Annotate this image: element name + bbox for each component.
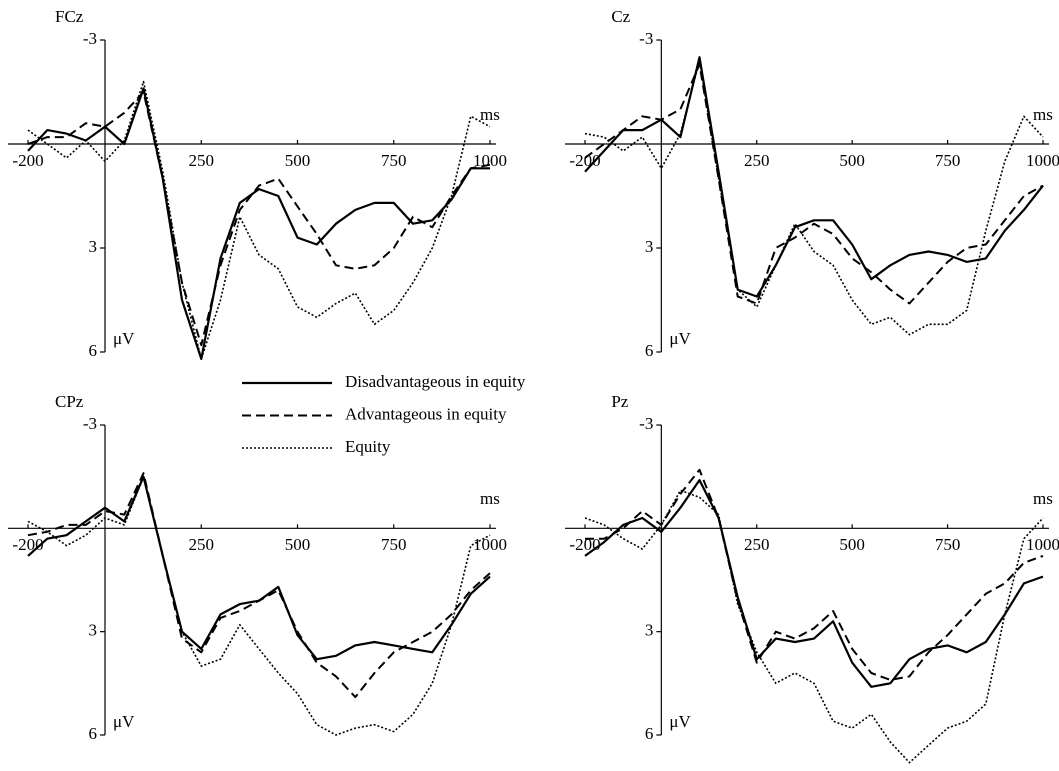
x-tick-label: 500	[839, 535, 865, 554]
x-tick-label: 250	[744, 535, 770, 554]
x-axis-label: ms	[1033, 105, 1053, 124]
y-tick-label: 6	[89, 724, 98, 743]
y-tick-label: -3	[83, 414, 97, 433]
x-tick-label: 500	[285, 535, 311, 554]
erp-line	[27, 80, 491, 360]
erp-line	[584, 60, 1044, 336]
x-axis-label: ms	[480, 489, 500, 508]
y-axis-label: μV	[669, 712, 691, 731]
x-tick-label: 750	[935, 535, 961, 554]
legend-label: Disadvantageous in equity	[345, 372, 526, 391]
panel-title: Pz	[611, 392, 628, 411]
x-tick-label: 500	[839, 151, 865, 170]
x-tick-label: 1000	[473, 535, 507, 554]
x-tick-label: -200	[569, 151, 600, 170]
erp-line	[27, 475, 491, 661]
panel-title: CPz	[55, 392, 84, 411]
erp-line	[584, 479, 1044, 688]
y-tick-label: -3	[639, 414, 653, 433]
y-tick-label: 3	[645, 237, 654, 256]
y-axis-label: μV	[113, 712, 135, 731]
x-tick-label: 1000	[1026, 151, 1059, 170]
y-tick-label: 6	[89, 341, 98, 360]
x-tick-label: 750	[381, 535, 407, 554]
y-tick-label: -3	[639, 29, 653, 48]
x-axis-label: ms	[1033, 489, 1053, 508]
x-tick-label: 1000	[1026, 535, 1059, 554]
erp-line	[27, 475, 491, 736]
x-axis-label: ms	[480, 105, 500, 124]
legend-label: Equity	[345, 437, 391, 456]
y-tick-label: 6	[645, 724, 654, 743]
erp-line	[27, 472, 491, 699]
y-axis-label: μV	[669, 329, 691, 348]
erp-line	[584, 56, 1044, 298]
y-axis-label: μV	[113, 329, 135, 348]
y-tick-label: 3	[89, 621, 98, 640]
panel-title: Cz	[611, 7, 630, 26]
erp-line	[584, 63, 1044, 305]
erp-line	[27, 91, 491, 347]
y-tick-label: 6	[645, 341, 654, 360]
x-tick-label: -200	[12, 151, 43, 170]
legend-label: Advantageous in equity	[345, 404, 507, 423]
erp-line	[584, 489, 1044, 764]
x-tick-label: 1000	[473, 151, 507, 170]
x-tick-label: 250	[189, 535, 215, 554]
x-tick-label: 250	[744, 151, 770, 170]
x-tick-label: 500	[285, 151, 311, 170]
x-tick-label: 750	[381, 151, 407, 170]
y-tick-label: 3	[645, 621, 654, 640]
x-tick-label: 750	[935, 151, 961, 170]
erp-line	[27, 87, 490, 360]
y-tick-label: -3	[83, 29, 97, 48]
x-tick-label: 250	[189, 151, 215, 170]
panel-title: FCz	[55, 7, 84, 26]
y-tick-label: 3	[89, 237, 98, 256]
